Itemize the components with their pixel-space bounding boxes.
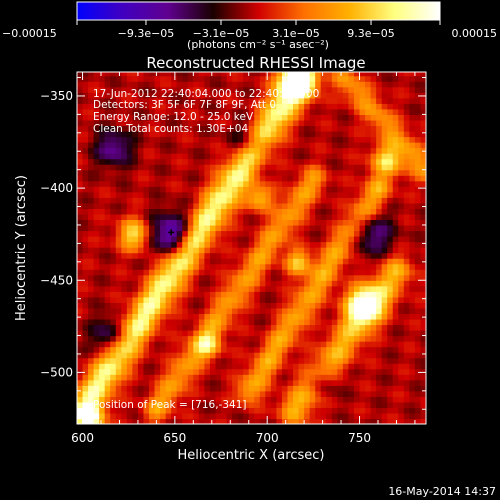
colorbar: −0.00015 −9.3e−05 −3.1e−05 3.1e−05 9.3e−05 0.…	[2, 1, 497, 51]
colorbar-tick-labels: −0.00015 −9.3e−05 −3.1e−05 3.1e−05 9.3e−05 0.…	[2, 27, 497, 40]
x-tick-label: 600	[71, 431, 94, 445]
colorbar-gradient	[76, 1, 441, 21]
x-axis-label: Heliocentric X (arcsec)	[178, 448, 325, 463]
chart-title: Reconstructed RHESSI Image	[146, 54, 365, 72]
y-tick-label: −400	[40, 181, 73, 195]
annotation-time: 17-Jun-2012 22:40:04.000 to 22:40:32.000	[93, 88, 319, 100]
footer-timestamp: 16-May-2014 14:37	[388, 485, 496, 498]
x-tick-label: 650	[163, 431, 186, 445]
annotation-energy: Energy Range: 12.0 - 25.0 keV	[93, 111, 254, 123]
y-tick-label: −450	[40, 273, 73, 287]
image-annotations: 17-Jun-2012 22:40:04.000 to 22:40:32.000…	[93, 88, 319, 411]
y-axis-label: Heliocentric Y (arcsec)	[14, 175, 29, 321]
colorbar-tick-label: 9.3e−05	[347, 27, 394, 40]
y-tick-label: −350	[40, 89, 73, 103]
annotation-peak-position: Position of Peak = [716,-341]	[93, 399, 247, 411]
x-tick-label: 750	[348, 431, 371, 445]
colorbar-tick-label: −3.1e−05	[193, 27, 250, 40]
colorbar-tick-label: −0.00015	[2, 27, 57, 40]
colorbar-tick-label: −9.3e−05	[118, 27, 175, 40]
y-axis-ticks: −350 −400 −450 −500	[40, 77, 426, 410]
heatmap-image	[77, 72, 426, 424]
y-tick-label: −500	[40, 365, 73, 379]
colorbar-tick-label: 3.1e−05	[272, 27, 319, 40]
x-axis-ticks: 600 650 700 750	[71, 72, 416, 445]
colorbar-units-label: (photons cm⁻² s⁻¹ asec⁻²)	[187, 38, 329, 51]
plot-frame	[76, 71, 427, 425]
annotation-detectors: Detectors: 3F 5F 6F 7F 8F 9F, Att 0	[93, 99, 276, 111]
annotation-clean: Clean Total counts: 1.30E+04	[93, 123, 248, 135]
colorbar-tick-label: 0.00015	[452, 27, 498, 40]
x-tick-label: 700	[256, 431, 279, 445]
peak-marker	[168, 229, 175, 236]
colorbar-ticks	[76, 20, 441, 25]
peak-marker-cross	[168, 229, 175, 236]
